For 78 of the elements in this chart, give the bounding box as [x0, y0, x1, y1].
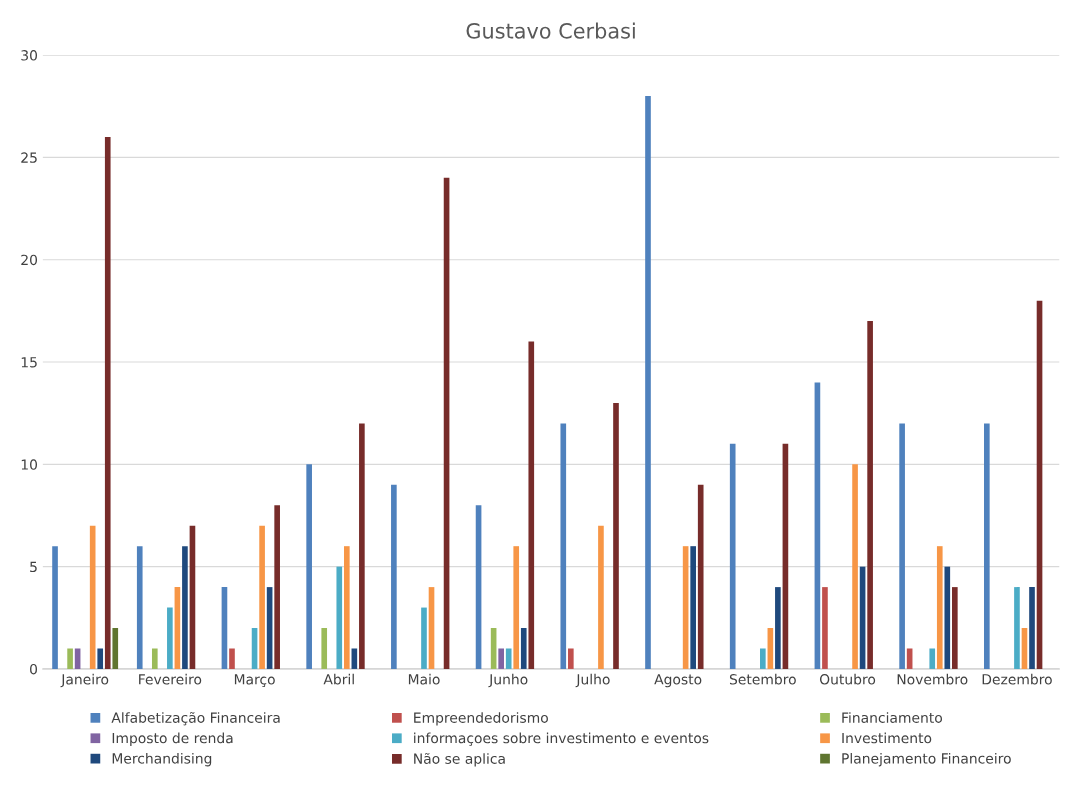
- bar: [182, 546, 188, 669]
- bar: [351, 648, 358, 669]
- chart-title: Gustavo Cerbasi: [466, 22, 635, 39]
- y-tick-label: 10: [21, 459, 38, 470]
- bar: [852, 464, 858, 669]
- x-tick-label: Maio: [408, 673, 440, 685]
- bar: [1029, 587, 1035, 669]
- bar: [929, 648, 936, 669]
- legend-label: Planejamento Financeiro: [842, 752, 1011, 767]
- legend-label: Imposto de renda: [112, 732, 233, 746]
- legend-label: Alfabetização Financeira: [111, 711, 280, 726]
- bar: [867, 321, 873, 669]
- bar: [167, 607, 173, 669]
- bar: [598, 525, 604, 669]
- legend-label: Financiamento: [842, 712, 943, 723]
- bar: [321, 628, 328, 669]
- y-tick-label: 20: [21, 254, 38, 266]
- bar: [775, 587, 781, 669]
- bar: [822, 587, 828, 669]
- x-tick-label: Dezembro: [982, 673, 1052, 685]
- bar: [645, 96, 651, 669]
- bar: [498, 648, 504, 669]
- bar: [97, 648, 104, 669]
- bar: [112, 628, 119, 669]
- y-tick-label: 5: [30, 561, 37, 573]
- bar: [104, 136, 111, 669]
- x-tick-label: Março: [234, 674, 275, 688]
- bar: [136, 546, 143, 669]
- bar: [74, 648, 81, 669]
- bar: [984, 423, 990, 669]
- bar: [391, 484, 397, 669]
- legend-label: Investimento: [842, 732, 932, 744]
- x-tick-label: Janeiro: [60, 673, 109, 688]
- bar: [906, 648, 913, 669]
- y-tick-label: 25: [21, 152, 37, 163]
- bar: [567, 648, 574, 669]
- x-tick-label: Novembro: [897, 673, 968, 685]
- bar: [697, 484, 704, 669]
- bar: [259, 525, 265, 669]
- x-tick-label: Setembro: [729, 673, 796, 685]
- y-tick-label: 15: [21, 357, 37, 368]
- bar: [67, 648, 73, 669]
- x-tick-label: Fevereiro: [139, 673, 202, 685]
- x-tick-label: Abril: [323, 673, 354, 685]
- x-tick-label: Agosto: [654, 674, 702, 688]
- bar: [760, 648, 766, 669]
- legend-label: informaçoes sobre investimento e eventos: [414, 732, 709, 746]
- bar: [151, 648, 158, 669]
- bar: [513, 546, 520, 669]
- x-tick-label: Julho: [575, 673, 610, 688]
- bar: [690, 546, 696, 669]
- bar: [52, 546, 58, 669]
- legend-label: Não se aplica: [414, 752, 505, 767]
- bar: [613, 402, 619, 669]
- bar: [952, 587, 958, 669]
- bar: [229, 648, 235, 669]
- x-tick-label: Outubro: [819, 673, 876, 685]
- legend-label: Empreendedorismo: [414, 712, 548, 726]
- bar: [505, 648, 512, 669]
- bar: [421, 607, 427, 669]
- y-tick-label: 30: [21, 50, 38, 61]
- legend-label: Merchandising: [112, 752, 212, 767]
- bar: [89, 525, 96, 669]
- bar: [343, 546, 350, 669]
- bar: [336, 566, 343, 669]
- bar: [936, 546, 943, 669]
- bar: [359, 423, 365, 669]
- bar: [1014, 587, 1020, 669]
- x-tick-label: Junho: [488, 673, 528, 688]
- bar: [729, 443, 736, 669]
- bar: [944, 566, 951, 669]
- bar: [274, 505, 280, 669]
- bar: [528, 341, 535, 669]
- bar: [899, 423, 905, 669]
- bar: [560, 423, 567, 669]
- bar: [306, 464, 312, 669]
- bar: [520, 628, 527, 669]
- y-tick-label: 0: [30, 663, 38, 675]
